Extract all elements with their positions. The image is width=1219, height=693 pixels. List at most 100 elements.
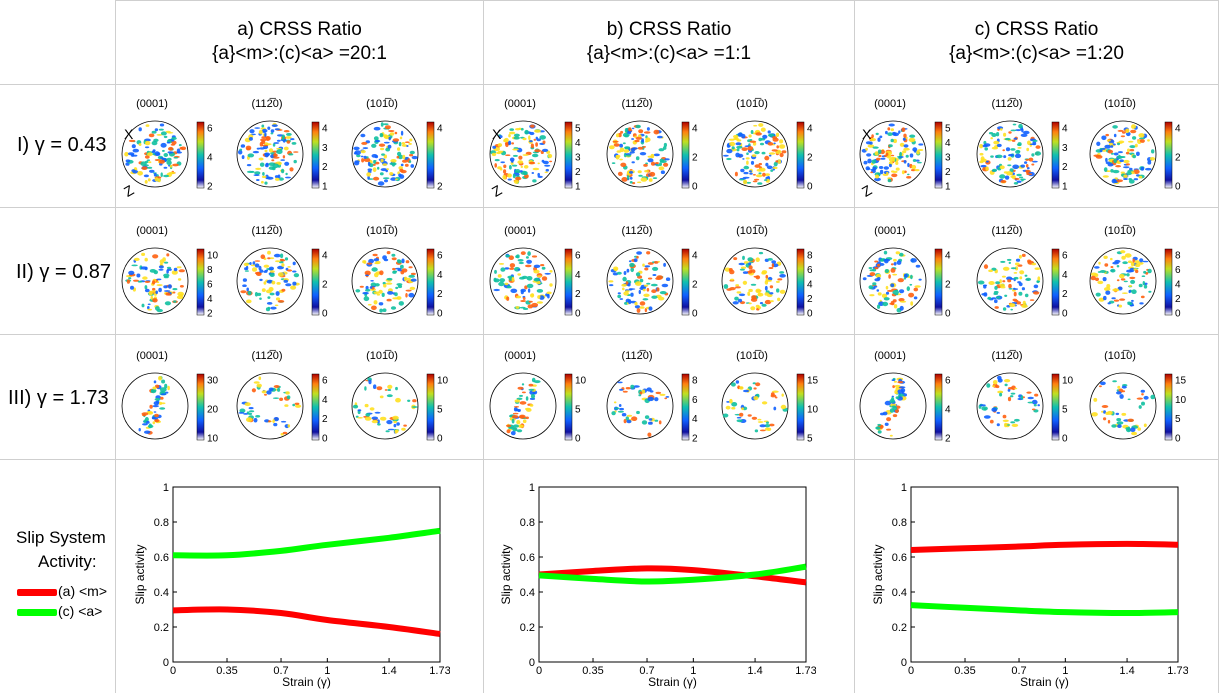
texture-blob bbox=[648, 178, 653, 182]
texture-blob bbox=[164, 383, 168, 389]
colorbar-tick-label: 8 bbox=[807, 251, 813, 262]
texture-blob bbox=[658, 296, 665, 301]
texture-blob bbox=[512, 412, 519, 415]
texture-blob bbox=[166, 157, 172, 161]
texture-blob bbox=[1111, 178, 1117, 184]
texture-blob bbox=[395, 429, 399, 433]
texture-blob bbox=[1019, 270, 1025, 275]
texture-blob bbox=[635, 124, 641, 129]
texture-blob bbox=[517, 386, 524, 390]
texture-blob bbox=[641, 389, 646, 394]
colorbar-tick-label: 0 bbox=[575, 309, 581, 320]
texture-blob bbox=[367, 161, 371, 167]
pole-figure-title: (0001) bbox=[504, 225, 536, 237]
texture-blob bbox=[258, 376, 262, 380]
texture-blob bbox=[162, 257, 166, 262]
texture-blob bbox=[408, 160, 412, 163]
texture-blob bbox=[1134, 260, 1140, 264]
texture-blob bbox=[245, 145, 252, 151]
texture-blob bbox=[1020, 164, 1025, 168]
texture-blob bbox=[1127, 426, 1131, 432]
texture-blob bbox=[269, 257, 275, 260]
texture-blob bbox=[1021, 253, 1026, 257]
plot-frame bbox=[172, 486, 441, 663]
texture-blob bbox=[1128, 178, 1132, 181]
colorbar-tick-label: 6 bbox=[322, 376, 328, 387]
texture-blob bbox=[985, 166, 989, 171]
texture-blob bbox=[280, 159, 285, 161]
colorbar-tick-label: 2 bbox=[1175, 153, 1181, 164]
texture-blob bbox=[160, 172, 163, 177]
texture-blob bbox=[656, 164, 660, 167]
texture-blob bbox=[993, 292, 998, 295]
texture-blob bbox=[1103, 417, 1107, 421]
texture-blob bbox=[1139, 139, 1145, 143]
pole-disc bbox=[489, 372, 557, 440]
texture-blob bbox=[781, 150, 787, 154]
texture-blob bbox=[1134, 263, 1141, 268]
texture-blob bbox=[765, 274, 769, 279]
texture-blob bbox=[1013, 137, 1018, 140]
texture-blob bbox=[389, 132, 395, 136]
texture-blob bbox=[1110, 266, 1114, 268]
texture-blob bbox=[401, 258, 405, 264]
texture-blob bbox=[771, 263, 775, 268]
texture-blob bbox=[1014, 418, 1020, 422]
texture-blob bbox=[1116, 421, 1124, 425]
texture-blob bbox=[176, 148, 181, 154]
texture-blob bbox=[513, 424, 519, 428]
texture-blob bbox=[275, 177, 280, 181]
colorbar-tick-label: 2 bbox=[1062, 289, 1068, 300]
colorbar bbox=[934, 121, 943, 189]
texture-blob bbox=[1018, 123, 1023, 129]
texture-blob bbox=[755, 288, 761, 294]
texture-blob bbox=[270, 270, 275, 273]
texture-blob bbox=[889, 399, 895, 403]
texture-blob bbox=[877, 430, 882, 434]
colorbar-tick-label: 6 bbox=[692, 395, 698, 406]
texture-blob bbox=[1111, 424, 1117, 428]
colorbar bbox=[796, 121, 805, 189]
texture-blob bbox=[875, 273, 882, 279]
texture-blob bbox=[1120, 171, 1125, 174]
texture-blob bbox=[159, 391, 166, 394]
texture-blob bbox=[160, 393, 167, 396]
texture-blob bbox=[152, 280, 156, 285]
texture-blob bbox=[154, 419, 160, 423]
texture-blob bbox=[508, 134, 511, 138]
texture-blob bbox=[776, 280, 780, 283]
texture-blob bbox=[1103, 295, 1107, 301]
colorbar-tick-label: 6 bbox=[1062, 251, 1068, 262]
texture-blob bbox=[753, 124, 758, 127]
texture-blob bbox=[1019, 276, 1023, 280]
texture-blob bbox=[165, 391, 169, 394]
texture-blob bbox=[1139, 137, 1146, 140]
texture-blob bbox=[1101, 410, 1104, 413]
texture-blob bbox=[1012, 123, 1017, 126]
texture-blob bbox=[1095, 292, 1101, 297]
pole-figure-title: (0001) bbox=[136, 350, 168, 362]
texture-blob bbox=[884, 422, 889, 426]
texture-blob bbox=[244, 402, 251, 407]
texture-blob bbox=[544, 272, 551, 275]
texture-blob bbox=[891, 288, 898, 291]
texture-blob bbox=[1031, 399, 1038, 405]
texture-blob bbox=[774, 396, 778, 399]
texture-blob bbox=[1148, 290, 1152, 293]
x-tick-label: 1.4 bbox=[381, 665, 396, 677]
texture-blob bbox=[891, 170, 895, 173]
texture-blob bbox=[127, 152, 135, 156]
texture-blob bbox=[1016, 173, 1022, 177]
texture-blob bbox=[1012, 164, 1020, 170]
texture-blob bbox=[510, 431, 516, 436]
x-tick-label: 0 bbox=[170, 665, 176, 677]
texture-blob bbox=[646, 287, 650, 292]
texture-blob bbox=[158, 265, 164, 269]
texture-blob bbox=[353, 152, 358, 155]
pole-figure: 420 bbox=[721, 120, 813, 193]
texture-blob bbox=[273, 417, 279, 422]
texture-blob bbox=[887, 178, 892, 183]
